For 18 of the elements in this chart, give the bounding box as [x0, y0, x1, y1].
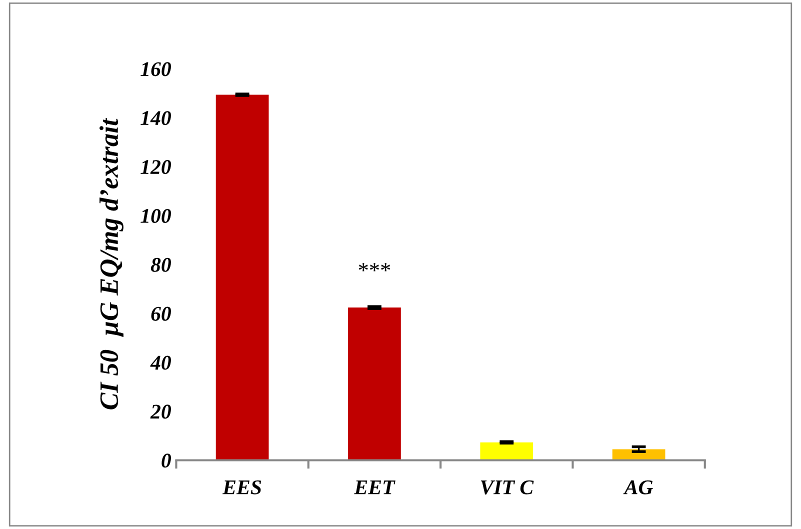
y-tick-label: 80	[150, 258, 171, 272]
bar	[348, 308, 401, 460]
x-tick-label: EES	[222, 480, 262, 494]
x-tick-label: EET	[354, 480, 396, 494]
y-tick-label: 140	[140, 111, 171, 126]
x-tick-label: AG	[623, 480, 654, 494]
annotation: ***	[358, 263, 390, 272]
y-tick-label: 160	[140, 62, 171, 76]
x-tick-label: VIT C	[480, 480, 534, 494]
bar	[216, 94, 269, 460]
y-axis-title: CI 50 µG EQ/mg d’extrait	[100, 118, 124, 410]
y-tick-label: 60	[151, 306, 171, 321]
y-tick-label: 20	[150, 404, 171, 419]
bar	[480, 442, 534, 460]
y-tick-label: 40	[150, 356, 171, 370]
y-tick-label: 100	[140, 208, 171, 223]
y-tick-label: 0	[162, 454, 171, 468]
y-tick-label: 120	[140, 160, 171, 174]
